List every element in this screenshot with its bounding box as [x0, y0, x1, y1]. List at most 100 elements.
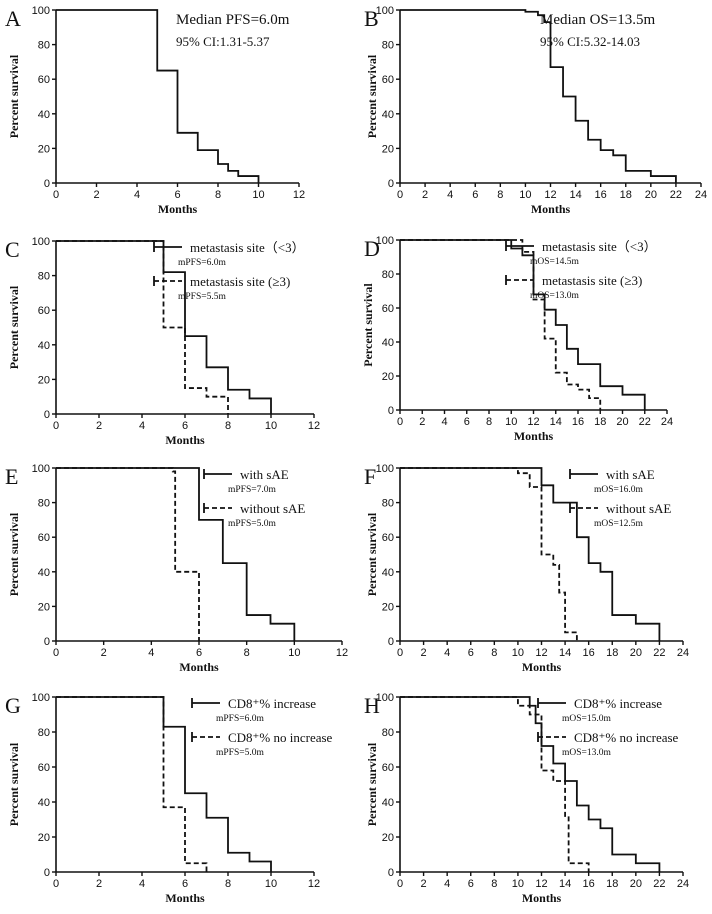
panel-label: A: [5, 6, 21, 31]
x-tick-label: 8: [491, 647, 497, 659]
x-tick-label: 10: [265, 420, 277, 432]
y-tick-label: 40: [382, 797, 394, 809]
legend-label: with sAE: [240, 467, 289, 482]
panel-label: B: [364, 6, 379, 31]
y-tick-label: 100: [32, 463, 50, 475]
x-tick-label: 0: [53, 878, 59, 890]
legend: CD8⁺% increase mOS=15.0m CD8⁺% no increase…: [537, 696, 679, 758]
x-tick-label: 14: [559, 878, 571, 890]
x-tick-label: 8: [225, 420, 231, 432]
y-axis-title: Percent survival: [7, 742, 21, 826]
y-tick-label: 100: [376, 463, 394, 475]
x-tick-label: 2: [101, 647, 107, 659]
panel-label: H: [364, 693, 380, 718]
x-tick-label: 4: [139, 878, 145, 890]
x-tick-label: 6: [468, 647, 474, 659]
median-annotation: Median PFS=6.0m: [176, 12, 290, 28]
x-tick-label: 16: [583, 647, 595, 659]
survival-curve-solid: [400, 9, 677, 183]
y-axis-title: Percent survival: [7, 285, 21, 369]
x-tick-label: 4: [447, 189, 453, 201]
y-tick-label: 100: [376, 5, 394, 17]
legend-stat: mPFS=5.5m: [178, 292, 226, 302]
y-tick-label: 0: [388, 178, 394, 190]
x-tick-label: 4: [148, 647, 154, 659]
x-tick-label: 10: [512, 647, 524, 659]
x-tick-label: 10: [505, 416, 517, 428]
x-tick-label: 8: [225, 878, 231, 890]
x-tick-label: 14: [569, 189, 581, 201]
legend: with sAE mOS=16.0m without sAE mOS=12.5m: [569, 467, 671, 529]
x-tick-label: 12: [535, 878, 547, 890]
legend-stat: mOS=14.5m: [530, 257, 580, 267]
x-tick-label: 6: [196, 647, 202, 659]
x-tick-label: 4: [444, 878, 450, 890]
y-tick-label: 80: [382, 40, 394, 52]
legend-label: metastasis site（<3）: [190, 240, 305, 255]
y-tick-label: 0: [44, 867, 50, 879]
x-tick-label: 12: [527, 416, 539, 428]
y-tick-label: 20: [382, 832, 394, 844]
x-tick-label: 12: [308, 420, 320, 432]
x-tick-label: 4: [139, 420, 145, 432]
median-annotation: 95% CI:5.32-14.03: [540, 34, 640, 49]
legend: metastasis site（<3） mOS=14.5m metastasis s…: [505, 239, 657, 301]
x-tick-label: 18: [606, 878, 618, 890]
x-tick-label: 24: [695, 189, 707, 201]
x-tick-label: 10: [288, 647, 300, 659]
y-tick-label: 80: [382, 498, 394, 510]
y-tick-label: 40: [38, 340, 50, 352]
x-tick-label: 22: [639, 416, 651, 428]
y-tick-label: 20: [38, 601, 50, 613]
survival-curve-dashed: [56, 696, 208, 872]
y-tick-label: 100: [376, 692, 394, 704]
x-tick-label: 2: [421, 647, 427, 659]
y-tick-label: 0: [44, 178, 50, 190]
y-tick-label: 40: [382, 337, 394, 349]
x-tick-label: 10: [265, 878, 277, 890]
x-tick-label: 20: [645, 189, 657, 201]
median-annotation: Median OS=13.5m: [540, 12, 655, 28]
legend-label: CD8⁺% increase: [228, 696, 316, 711]
y-tick-label: 80: [38, 40, 50, 52]
y-tick-label: 40: [38, 109, 50, 121]
survival-curve-solid: [56, 9, 260, 183]
y-tick-label: 0: [388, 405, 394, 417]
y-tick-label: 20: [382, 371, 394, 383]
legend-stat: mPFS=6.0m: [178, 258, 226, 268]
x-tick-label: 2: [93, 189, 99, 201]
y-tick-label: 100: [32, 236, 50, 248]
y-tick-label: 40: [382, 567, 394, 579]
y-tick-label: 40: [38, 567, 50, 579]
y-tick-label: 100: [376, 235, 394, 247]
x-axis-title: Months: [522, 891, 562, 905]
x-tick-label: 20: [630, 647, 642, 659]
legend-label: without sAE: [606, 501, 671, 516]
survival-curve-dashed: [56, 240, 229, 414]
y-tick-label: 80: [38, 271, 50, 283]
panel-g: G 0 20 40 60 80 100 0 2 4 6 8 10 12 Months Percent surv…: [5, 692, 333, 905]
y-tick-label: 20: [382, 143, 394, 155]
legend-stat: mPFS=7.0m: [228, 485, 276, 495]
x-tick-label: 8: [215, 189, 221, 201]
panel-a: A 0 20 40 60 80 100 0 2 4 6 8 10 12 Months Percent surv…: [5, 5, 305, 216]
y-tick-label: 20: [38, 374, 50, 386]
x-tick-label: 2: [96, 420, 102, 432]
y-tick-label: 60: [38, 305, 50, 317]
x-tick-label: 10: [512, 878, 524, 890]
x-tick-label: 10: [252, 189, 264, 201]
y-axis-title: Percent survival: [7, 512, 21, 596]
survival-curve-solid: [400, 467, 661, 641]
y-axis-title: Percent survival: [365, 512, 379, 596]
x-axis-title: Months: [165, 433, 205, 447]
y-tick-label: 100: [32, 5, 50, 17]
legend: CD8⁺% increase mPFS=6.0m CD8⁺% no increase…: [191, 696, 333, 758]
legend-stat: mPFS=5.0m: [216, 748, 264, 758]
x-tick-label: 6: [472, 189, 478, 201]
y-tick-label: 60: [38, 74, 50, 86]
panel-e: E 0 20 40 60 80 100 0 2 4 6 8 10 12 Months Percent surv…: [5, 463, 348, 674]
x-tick-label: 4: [134, 189, 140, 201]
x-axis-title: Months: [522, 660, 562, 674]
